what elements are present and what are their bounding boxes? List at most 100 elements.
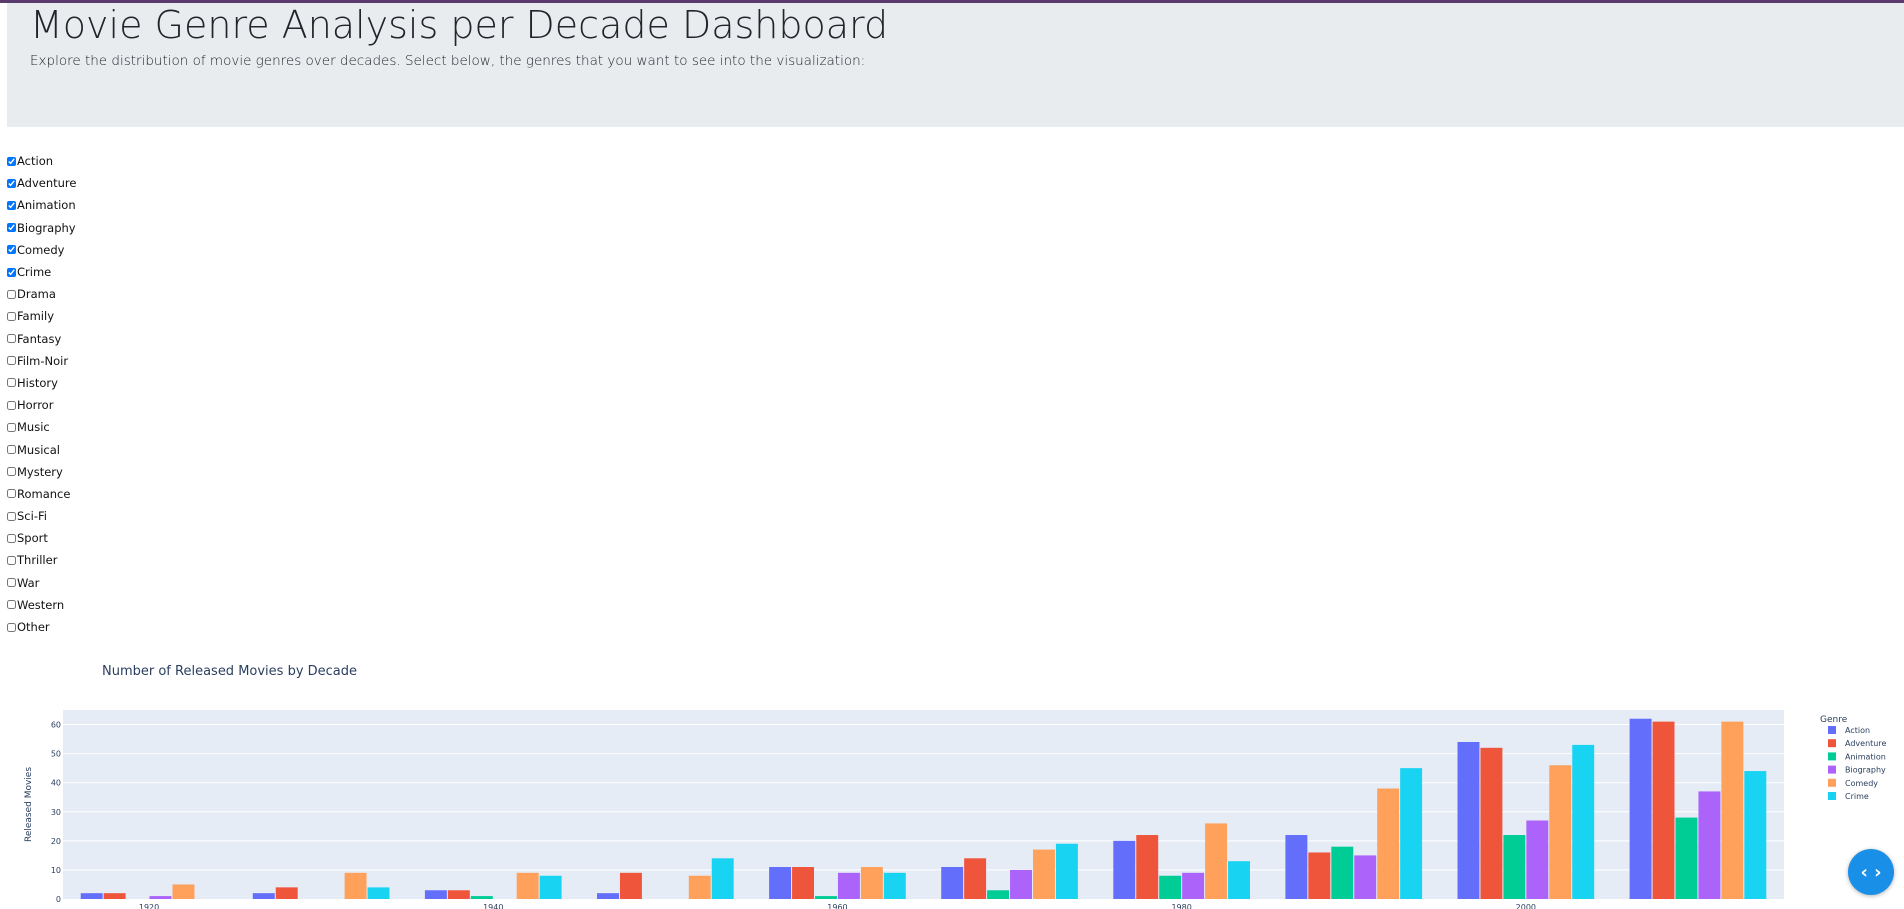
- legend-swatch-action[interactable]: [1828, 726, 1836, 734]
- bar-crime-1950[interactable]: [711, 858, 734, 899]
- genre-option-drama[interactable]: Drama: [7, 283, 76, 305]
- genre-checkbox[interactable]: [7, 422, 16, 432]
- bar-biography-2000[interactable]: [1526, 820, 1549, 899]
- bar-animation-2010[interactable]: [1675, 817, 1698, 899]
- legend-entry-animation[interactable]: Animation: [1845, 752, 1886, 761]
- bar-biography-2010[interactable]: [1698, 791, 1721, 899]
- genre-option-sport[interactable]: Sport: [7, 527, 76, 549]
- legend-swatch-comedy[interactable]: [1828, 778, 1836, 787]
- genre-checkbox[interactable]: [7, 600, 16, 610]
- bar-animation-1960[interactable]: [815, 896, 837, 899]
- bar-crime-1990[interactable]: [1400, 768, 1423, 899]
- bar-adventure-2010[interactable]: [1652, 721, 1675, 899]
- genre-checkbox[interactable]: [7, 378, 16, 388]
- bar-crime-1960[interactable]: [883, 872, 906, 899]
- genre-checkbox[interactable]: [7, 267, 16, 277]
- genre-option-western[interactable]: Western: [7, 594, 76, 616]
- bar-crime-1980[interactable]: [1228, 861, 1250, 899]
- legend-swatch-animation[interactable]: [1828, 752, 1836, 761]
- genre-option-film-noir[interactable]: Film-Noir: [7, 350, 76, 372]
- bar-action-1930[interactable]: [252, 893, 275, 899]
- genre-checkbox[interactable]: [7, 467, 16, 477]
- bar-action-2010[interactable]: [1629, 718, 1652, 899]
- bar-comedy-1930[interactable]: [344, 872, 367, 899]
- code-brackets-icon[interactable]: ‹ ›: [1848, 849, 1894, 895]
- bar-animation-2000[interactable]: [1503, 835, 1526, 899]
- genre-checkbox[interactable]: [7, 156, 16, 166]
- genre-option-fantasy[interactable]: Fantasy: [7, 328, 76, 350]
- genre-option-other[interactable]: Other: [7, 616, 76, 638]
- bar-animation-1980[interactable]: [1159, 875, 1182, 899]
- bar-crime-1970[interactable]: [1055, 843, 1078, 899]
- genre-checkbox[interactable]: [7, 245, 16, 255]
- genre-option-musical[interactable]: Musical: [7, 438, 76, 460]
- bar-crime-1940[interactable]: [539, 875, 562, 899]
- genre-checkbox[interactable]: [7, 511, 16, 521]
- bar-biography-1990[interactable]: [1354, 855, 1377, 899]
- genre-checkbox[interactable]: [7, 289, 16, 299]
- legend-entry-biography[interactable]: Biography: [1845, 766, 1886, 775]
- bar-adventure-1970[interactable]: [964, 858, 987, 899]
- genre-checkbox[interactable]: [7, 622, 16, 632]
- legend-swatch-crime[interactable]: [1828, 792, 1836, 800]
- bar-comedy-1940[interactable]: [516, 872, 539, 899]
- bar-comedy-1960[interactable]: [860, 867, 883, 899]
- genre-option-mystery[interactable]: Mystery: [7, 461, 76, 483]
- bar-animation-1940[interactable]: [470, 896, 493, 899]
- genre-checkbox[interactable]: [7, 223, 16, 233]
- bar-comedy-1970[interactable]: [1032, 849, 1055, 899]
- genre-checkbox[interactable]: [7, 311, 16, 321]
- bar-adventure-1920[interactable]: [103, 893, 126, 899]
- bar-crime-1930[interactable]: [367, 887, 390, 899]
- legend-entry-crime[interactable]: Crime: [1845, 792, 1869, 801]
- genre-option-family[interactable]: Family: [7, 305, 76, 327]
- bar-comedy-2010[interactable]: [1721, 721, 1744, 899]
- genre-option-biography[interactable]: Biography: [7, 217, 76, 239]
- genre-option-sci-fi[interactable]: Sci-Fi: [7, 505, 76, 527]
- bar-adventure-1950[interactable]: [619, 872, 642, 899]
- genre-checkbox[interactable]: [7, 445, 16, 455]
- genre-checkbox[interactable]: [7, 356, 16, 366]
- bar-biography-1970[interactable]: [1010, 869, 1032, 899]
- bar-action-1970[interactable]: [941, 867, 964, 899]
- genre-checkbox[interactable]: [7, 200, 16, 210]
- bar-action-1990[interactable]: [1285, 835, 1308, 899]
- bar-crime-2010[interactable]: [1744, 771, 1767, 899]
- bar-action-1950[interactable]: [597, 893, 619, 899]
- genre-option-comedy[interactable]: Comedy: [7, 239, 76, 261]
- bar-adventure-1990[interactable]: [1308, 852, 1331, 899]
- genre-option-action[interactable]: Action: [7, 150, 76, 172]
- genre-checkbox[interactable]: [7, 533, 16, 543]
- legend-swatch-biography[interactable]: [1828, 765, 1836, 774]
- legend-swatch-adventure[interactable]: [1828, 739, 1836, 748]
- bar-animation-1970[interactable]: [987, 890, 1010, 899]
- bar-adventure-1980[interactable]: [1136, 835, 1159, 899]
- genre-option-crime[interactable]: Crime: [7, 261, 76, 283]
- genre-checkbox[interactable]: [7, 489, 16, 499]
- legend-entry-action[interactable]: Action: [1845, 726, 1870, 735]
- genre-option-animation[interactable]: Animation: [7, 194, 76, 216]
- genre-option-war[interactable]: War: [7, 572, 76, 594]
- bar-adventure-2000[interactable]: [1480, 747, 1503, 899]
- legend-entry-comedy[interactable]: Comedy: [1845, 779, 1878, 788]
- bar-action-1980[interactable]: [1113, 840, 1136, 899]
- bar-comedy-1980[interactable]: [1205, 823, 1228, 899]
- genre-option-horror[interactable]: Horror: [7, 394, 76, 416]
- genre-option-music[interactable]: Music: [7, 416, 76, 438]
- genre-checkbox[interactable]: [7, 178, 16, 188]
- bar-action-1920[interactable]: [80, 893, 103, 899]
- bar-comedy-1990[interactable]: [1377, 788, 1400, 899]
- bar-biography-1980[interactable]: [1182, 872, 1205, 899]
- bar-comedy-1920[interactable]: [172, 884, 195, 899]
- bar-biography-1960[interactable]: [837, 872, 860, 899]
- genre-option-history[interactable]: History: [7, 372, 76, 394]
- bar-biography-1920[interactable]: [149, 896, 172, 899]
- bar-action-2000[interactable]: [1457, 741, 1480, 899]
- bar-comedy-1950[interactable]: [688, 875, 711, 899]
- genre-checkbox[interactable]: [7, 555, 16, 565]
- genre-checkbox[interactable]: [7, 334, 16, 344]
- bar-adventure-1940[interactable]: [447, 890, 470, 899]
- genre-option-adventure[interactable]: Adventure: [7, 172, 76, 194]
- legend-entry-adventure[interactable]: Adventure: [1845, 739, 1886, 748]
- bar-animation-1990[interactable]: [1331, 846, 1354, 899]
